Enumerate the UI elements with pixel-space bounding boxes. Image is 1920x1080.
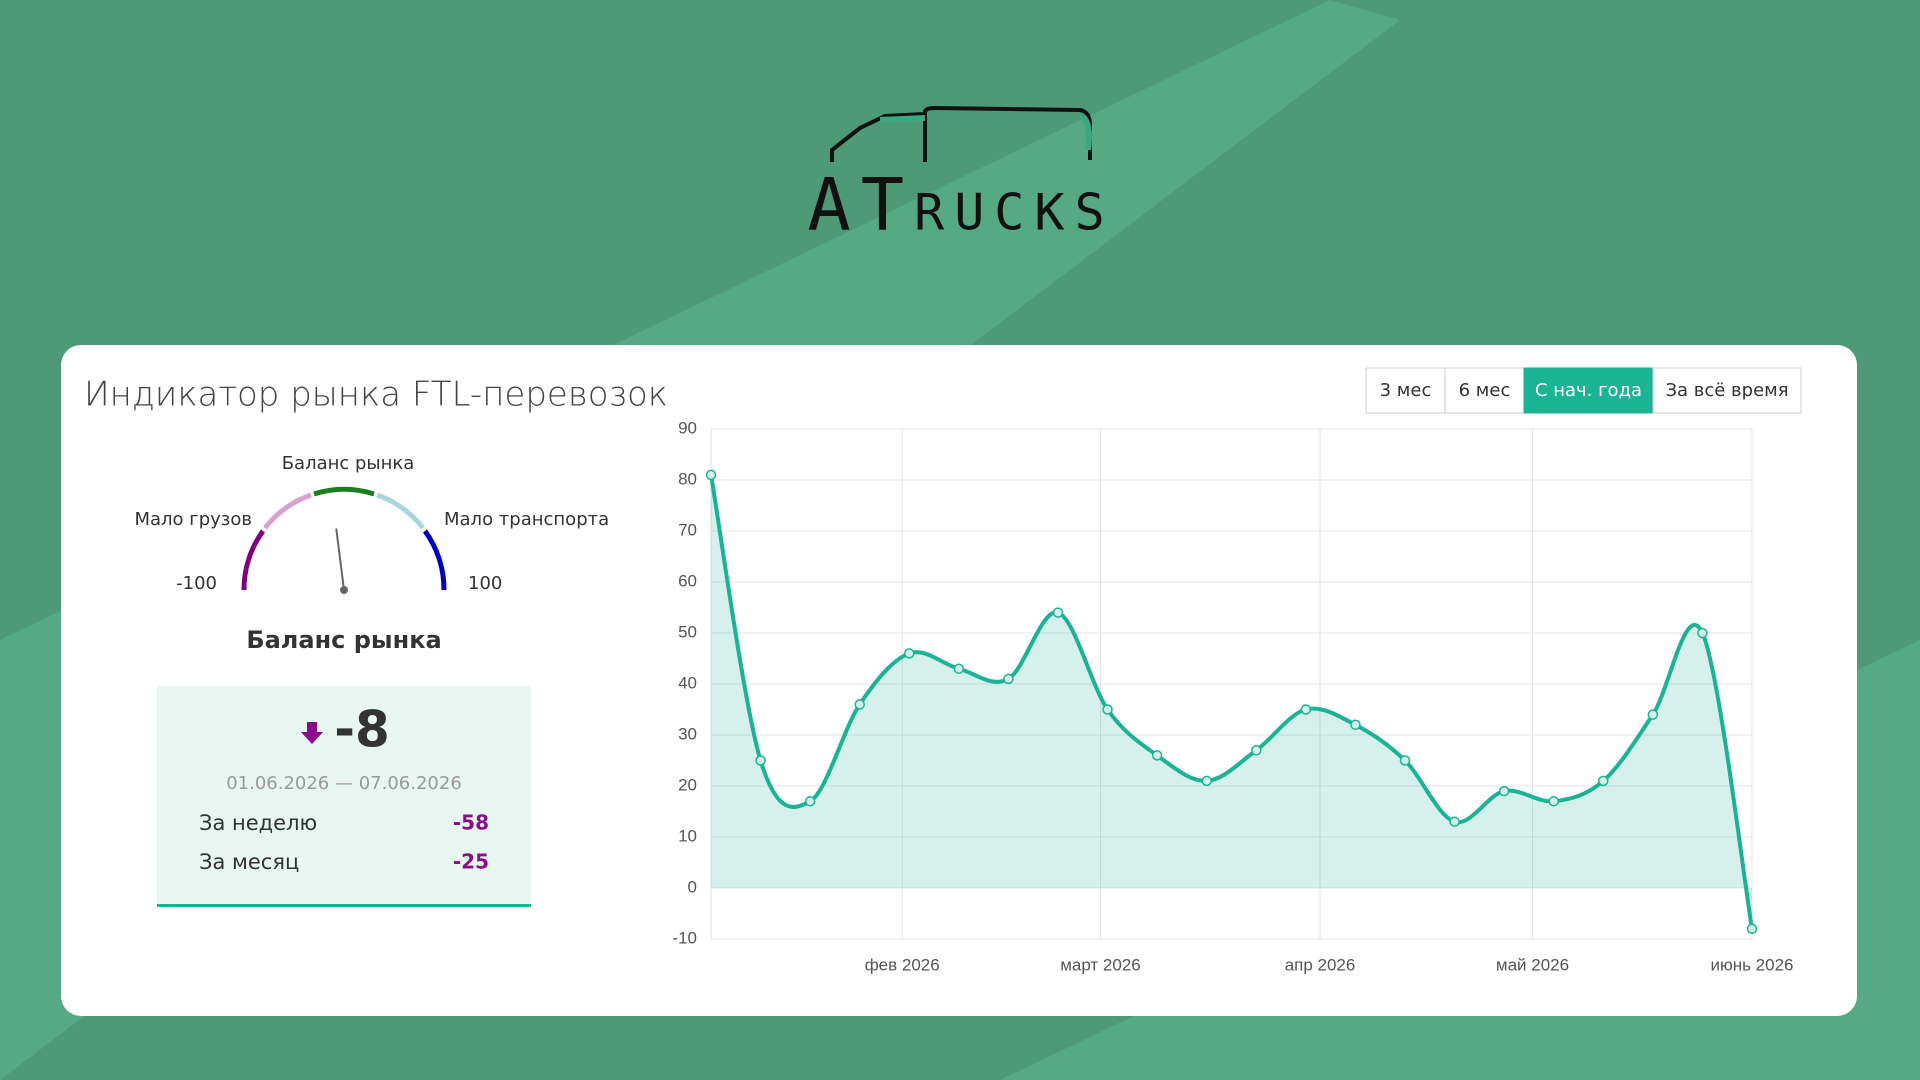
y-tick-label: 10: [678, 826, 697, 845]
point: [1598, 775, 1609, 787]
point: [904, 648, 915, 659]
point: [1251, 745, 1262, 756]
gauge-min: -100: [176, 573, 217, 594]
logo: ATrucks: [807, 163, 1114, 247]
row-label: За неделю: [199, 811, 317, 835]
point: [1647, 709, 1659, 720]
x-tick-label: май 2026: [1496, 955, 1569, 974]
line: [709, 474, 1754, 930]
gauge-arc: [263, 492, 312, 530]
range-button-label[interactable]: С нач. года: [1535, 380, 1642, 401]
x-tick-label: апр 2026: [1285, 955, 1356, 974]
y-tick-label: 40: [678, 673, 697, 692]
gauge-max: 100: [468, 573, 502, 594]
point: [705, 469, 717, 481]
gauge-caption: Баланс рынка: [246, 626, 441, 654]
indicator-border: [157, 904, 531, 907]
point: [804, 796, 816, 807]
point: [1548, 796, 1559, 807]
x-tick-label: июнь 2026: [1710, 955, 1793, 974]
indicator-period: 01.06.2026 — 07.06.2026: [226, 773, 462, 794]
y-tick-label: 0: [688, 877, 697, 896]
point: [1151, 750, 1163, 761]
y-tick-label: 50: [678, 622, 697, 641]
y-tick-label: -10: [672, 928, 697, 947]
gauge-hub: [340, 586, 348, 594]
point: [1498, 785, 1510, 797]
y-tick-label: 20: [678, 775, 697, 794]
point: [1697, 627, 1708, 639]
gauge-arc: [241, 529, 266, 591]
point: [953, 663, 965, 674]
range-button-label[interactable]: 6 мес: [1459, 380, 1511, 401]
logo-truck: [830, 105, 1092, 162]
point: [1746, 923, 1758, 935]
gauge-arc: [376, 492, 425, 530]
gauge-title: Баланс рынка: [282, 453, 415, 474]
range-button[interactable]: [1652, 367, 1802, 414]
y-tick-label: 30: [678, 724, 697, 743]
point: [854, 699, 865, 710]
point: [1300, 704, 1312, 715]
point: [1449, 816, 1460, 827]
y-tick-label: 90: [678, 418, 697, 437]
row-value: -25: [453, 850, 489, 874]
gauge: Баланс рынка Мало грузов Мало транспорта…: [134, 453, 609, 654]
gauge-needle: [335, 528, 345, 591]
y-tick-label: 80: [678, 469, 697, 488]
x-tick-label: март 2026: [1060, 955, 1141, 974]
gauge-left-label: Мало грузов: [134, 509, 252, 530]
range-button[interactable]: [1444, 367, 1525, 414]
gauge-right-label: Мало транспорта: [444, 509, 609, 530]
row-label: За месяц: [199, 850, 299, 874]
range-button[interactable]: [1365, 367, 1446, 414]
panel-title: Индикатор рынка FTL-перевозок: [84, 375, 668, 415]
x-tick-label: фев 2026: [865, 955, 940, 974]
point: [755, 755, 766, 766]
point: [1052, 607, 1064, 618]
y-tick-label: 70: [678, 520, 697, 539]
point: [1003, 673, 1014, 685]
point: [1399, 755, 1411, 766]
point: [1350, 719, 1361, 731]
point: [1102, 704, 1113, 715]
indicator-value: -8: [334, 701, 390, 759]
row-value: -58: [453, 811, 489, 835]
chart: -10 0 10 20 30 40 50 60 70 80 90 фев 2026 март 2026 а…: [672, 418, 1793, 974]
point: [1201, 775, 1212, 787]
indicator-box: [157, 686, 531, 906]
down-arrow: [301, 722, 323, 744]
range-buttons: 3 мес 6 мес С нач. года За всё время: [1365, 367, 1802, 414]
logo-accent: [879, 112, 1092, 151]
range-button-label[interactable]: 3 мес: [1380, 380, 1432, 401]
gauge-arc: [313, 486, 375, 497]
y-tick-label: 60: [678, 571, 697, 590]
gauge-arc: [422, 529, 447, 591]
range-button-label[interactable]: За всё время: [1665, 380, 1788, 401]
area: [711, 474, 1752, 929]
